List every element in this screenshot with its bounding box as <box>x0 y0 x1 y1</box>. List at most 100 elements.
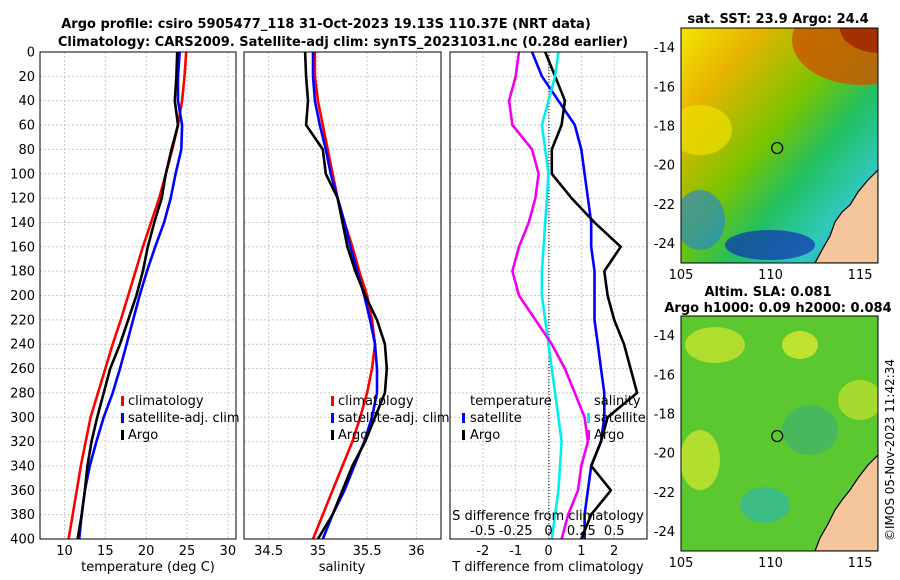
legend-swatch-argo <box>331 430 334 440</box>
depth-tick-label: 300 <box>10 411 35 426</box>
salinity-legend: climatology satellite-adj. clim Argo <box>331 394 450 443</box>
legend-swatch-argo <box>121 430 124 440</box>
difference-lines <box>507 51 639 540</box>
longitude-tick-label: 110 <box>758 268 783 283</box>
sst-map-title: sat. SST: 23.9 Argo: 24.4 <box>687 12 868 27</box>
sla-low-patch <box>782 405 838 455</box>
s-tick-label: 0.5 <box>604 524 625 539</box>
depth-tick-label: 0 <box>27 46 35 61</box>
x-tick-label: -2 <box>476 544 489 559</box>
sst-cold-patch <box>725 230 815 260</box>
depth-tick-label: 20 <box>18 70 35 85</box>
latitude-tick-label: -16 <box>654 80 675 95</box>
t-difference-axis-label: T difference from climatology <box>451 560 644 575</box>
temperature-frame <box>39 51 237 540</box>
legend-swatch-s-satellite <box>587 413 590 423</box>
sst-hot-patch <box>840 28 878 53</box>
s-difference-tick-labels: -0.5 -0.25 0 0.25 0.5 <box>470 524 624 539</box>
s-difference-axis-label: S difference from climatology <box>452 509 644 524</box>
longitude-tick-label: 105 <box>669 556 694 571</box>
series-line-climatology <box>311 52 377 540</box>
x-tick-label: 35.5 <box>353 544 382 559</box>
latitude-tick-label: -24 <box>654 525 675 540</box>
sst-map: sat. SST: 23.9 Argo: 24.4 -14 -16 -18 -20 -2… <box>654 12 879 283</box>
salinity-grid <box>244 52 441 539</box>
x-tick-label: 30 <box>220 544 237 559</box>
sla-low-patch <box>740 487 790 523</box>
figure-title-line2: Climatology: CARS2009. Satellite-adj cli… <box>58 35 628 50</box>
s-tick-label: -0.25 <box>499 524 533 539</box>
x-tick-label: 15 <box>97 544 114 559</box>
x-tick-label: 34.5 <box>254 544 283 559</box>
depth-tick-labels: 0 20 40 60 80 100 120 140 160 180 200 220 240 260 280 3… <box>10 46 35 548</box>
sla-high-patch <box>838 380 878 420</box>
sla-longitude-labels: 105 110 115 <box>669 556 873 571</box>
sla-map-field <box>681 316 878 551</box>
x-tick-label: 2 <box>610 544 618 559</box>
depth-tick-label: 160 <box>10 240 35 255</box>
depth-tick-label: 280 <box>10 386 35 401</box>
sla-coastline-land <box>814 454 878 551</box>
legend-label-s-argo: Argo <box>594 428 624 443</box>
legend-swatch-satellite <box>331 413 334 423</box>
depth-tick-label: 260 <box>10 362 35 377</box>
x-tick-label: 25 <box>179 544 196 559</box>
sst-blue-patch <box>681 190 725 250</box>
depth-tick-label: 220 <box>10 313 35 328</box>
legend-label-t-satellite: satellite <box>470 411 522 426</box>
s-tick-label: -0.5 <box>470 524 495 539</box>
series-line-argo <box>76 51 180 540</box>
legend-label-satellite: satellite-adj. clim <box>128 411 240 426</box>
sst-map-frame <box>680 27 879 264</box>
legend-title-salinity: salinity <box>594 394 641 409</box>
sst-argo-marker <box>771 141 784 155</box>
latitude-tick-label: -14 <box>654 41 675 56</box>
depth-tick-label: 360 <box>10 484 35 499</box>
legend-swatch-satellite <box>121 413 124 423</box>
legend-label-argo: Argo <box>128 428 158 443</box>
series-line-satellite-adj-clim <box>77 51 184 540</box>
t-difference-tick-labels: -2 -1 0 1 2 <box>476 544 618 559</box>
x-tick-label: 35 <box>310 544 327 559</box>
series-line-s-satellite <box>540 51 563 540</box>
salinity-axis-label: salinity <box>319 560 366 575</box>
latitude-tick-label: -18 <box>654 407 675 422</box>
depth-tick-label: 380 <box>10 508 35 523</box>
difference-legend: temperature satellite Argo salinity sate… <box>462 394 646 443</box>
depth-tick-label: 40 <box>18 94 35 109</box>
sla-high-patch <box>782 331 818 359</box>
difference-grid <box>450 52 647 539</box>
temperature-legend: climatology satellite-adj. clim Argo <box>121 394 240 443</box>
temperature-axis-label: temperature (deg C) <box>81 560 215 575</box>
legend-swatch-s-argo <box>587 430 590 440</box>
sla-map-title-line1: Altim. SLA: 0.081 <box>705 285 832 300</box>
latitude-tick-label: -20 <box>654 159 675 174</box>
temperature-lines <box>67 51 188 540</box>
salinity-frame <box>243 51 442 540</box>
series-line-argo <box>303 51 389 540</box>
legend-swatch-t-satellite <box>462 413 465 423</box>
x-tick-label: 0 <box>544 544 552 559</box>
latitude-tick-label: -20 <box>654 447 675 462</box>
s-tick-label: 0 <box>544 524 552 539</box>
sla-latitude-labels: -14 -16 -18 -20 -22 -24 <box>654 329 675 540</box>
sla-map-title-line2: Argo h1000: 0.09 h2000: 0.084 <box>664 301 891 316</box>
latitude-tick-label: -24 <box>654 237 675 252</box>
legend-label-argo: Argo <box>338 428 368 443</box>
legend-label-climatology: climatology <box>128 394 204 409</box>
sla-map: Altim. SLA: 0.081 Argo h1000: 0.09 h2000… <box>654 285 892 571</box>
sst-yellow-patch <box>681 105 732 155</box>
latitude-tick-label: -18 <box>654 119 675 134</box>
longitude-tick-label: 110 <box>758 556 783 571</box>
depth-tick-label: 120 <box>10 192 35 207</box>
sst-coastline-land <box>814 169 878 263</box>
depth-tick-label: 400 <box>10 533 35 548</box>
longitude-tick-label: 115 <box>848 268 873 283</box>
legend-swatch-climatology <box>331 396 334 406</box>
legend-title-temperature: temperature <box>470 394 552 409</box>
latitude-tick-label: -22 <box>654 486 675 501</box>
series-line-s-argo <box>507 51 590 540</box>
x-tick-label: 20 <box>138 544 155 559</box>
depth-tick-label: 100 <box>10 167 35 182</box>
